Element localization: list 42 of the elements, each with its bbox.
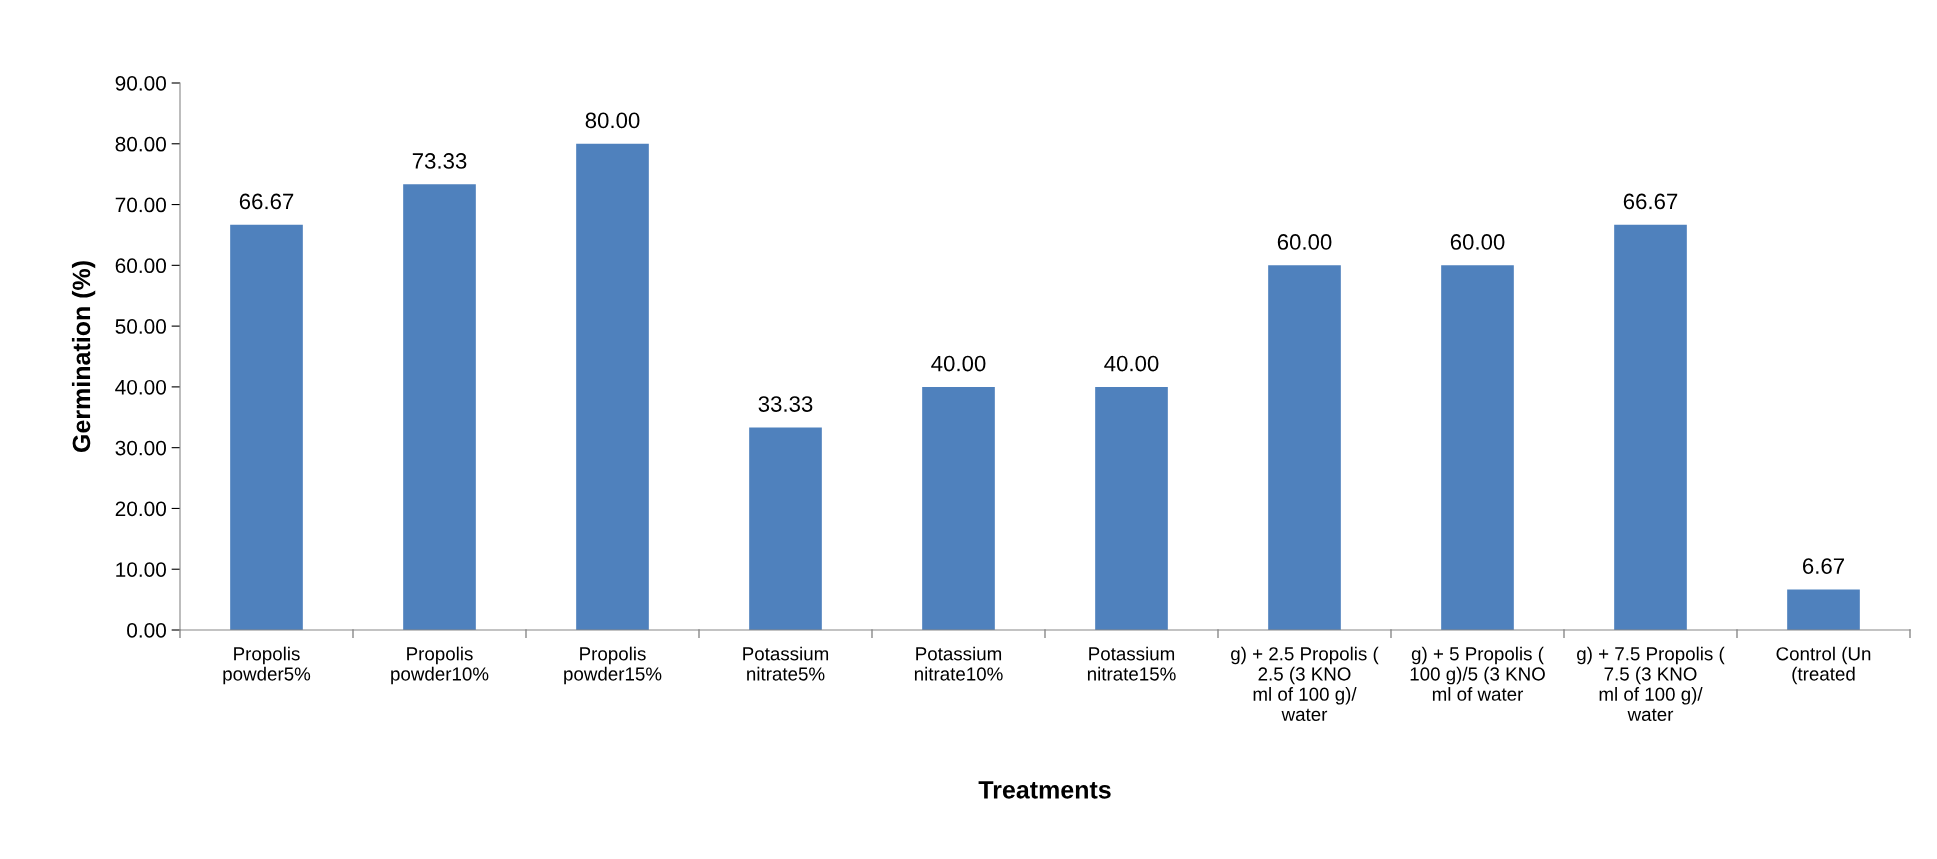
y-tick-label: 50.00 (115, 319, 166, 334)
x-tick-label: g) + 2.5 Propolis ( 2.5 (3 KNO ml of 100 g)/ water (1231, 646, 1379, 722)
y-tick-label: 10.00 (116, 562, 166, 577)
x-tick-label: Propolis powder15% (564, 646, 662, 685)
x-tick-label: Propolis powder5% (223, 646, 311, 685)
bar (749, 427, 822, 630)
x-tick-label: Control (Un (treated (1776, 646, 1871, 685)
bar (1441, 265, 1514, 630)
bar (576, 143, 649, 630)
data-label: 6.67 (1803, 558, 1845, 574)
y-tick-label: 0.00 (127, 623, 166, 638)
y-tick-label: 40.00 (115, 379, 166, 395)
bar (230, 224, 303, 630)
x-axis-title: Treatments (978, 781, 1111, 799)
x-tick-label: g) + 7.5 Propolis ( 7.5 (3 KNO ml of 100 g)/ water (1577, 646, 1725, 722)
x-tick-label: Potassium nitrate5% (743, 646, 829, 681)
y-tick-label: 60.00 (115, 258, 166, 274)
data-label: 73.33 (412, 153, 467, 169)
y-tick-label: 90.00 (115, 76, 166, 91)
data-label: 60.00 (1277, 234, 1332, 250)
bar (922, 386, 995, 630)
y-tick-label: 70.00 (115, 197, 166, 213)
x-tick-label: g) + 5 Propolis ( 100 g)/5 (3 KNO ml of water (1410, 646, 1545, 701)
data-label: 80.00 (585, 112, 640, 129)
data-label: 40.00 (931, 355, 986, 372)
data-label: 40.00 (1104, 355, 1159, 372)
data-label: 33.33 (758, 396, 813, 412)
bar (1787, 589, 1860, 630)
x-tick-label: Propolis powder10% (391, 646, 489, 685)
y-axis-title: Germination (%) (71, 261, 96, 452)
y-tick-label: 30.00 (115, 440, 166, 456)
y-tick-label: 20.00 (115, 501, 166, 517)
bar (1614, 224, 1687, 630)
x-tick-label: Potassium nitrate10% (914, 646, 1003, 681)
data-label: 60.00 (1450, 234, 1505, 250)
y-tick-label: 80.00 (115, 136, 166, 152)
bar (1095, 386, 1168, 630)
data-label: 66.67 (1623, 193, 1678, 210)
x-tick-label: Potassium nitrate15% (1087, 646, 1176, 681)
bar (403, 184, 476, 630)
bar (1268, 265, 1341, 630)
data-label: 66.67 (239, 193, 294, 210)
